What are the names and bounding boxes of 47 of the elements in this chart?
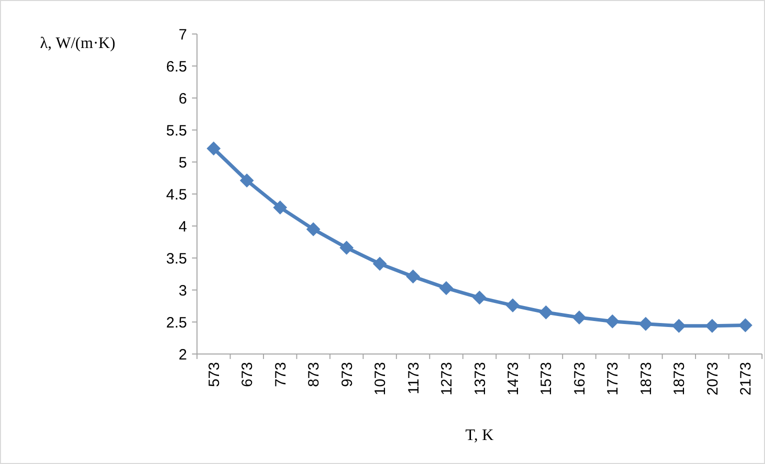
- point: [439, 281, 454, 296]
- point: [738, 318, 752, 332]
- point: [406, 270, 420, 284]
- x-tick-label: 873: [306, 362, 323, 388]
- y-tick-label: 7: [178, 26, 187, 44]
- x-tick-label: 1873: [671, 362, 688, 396]
- y-tick-label: 6.5: [166, 58, 187, 76]
- point: [273, 200, 288, 214]
- y-tick-label: 4: [178, 218, 187, 236]
- y-tick-label: 3: [178, 282, 187, 300]
- point: [638, 316, 653, 331]
- x-tick-label: 1873: [638, 362, 655, 396]
- x-tick-label: 1473: [504, 362, 522, 396]
- y-tick-label: 2: [178, 346, 187, 364]
- x-tick-label: 1673: [571, 362, 588, 396]
- point: [506, 298, 520, 312]
- point: [372, 256, 387, 271]
- y-tick-label: 5.5: [166, 122, 187, 140]
- x-axis-title: T, K: [465, 427, 494, 444]
- y-axis-title: λ, W/(m·K): [40, 35, 116, 52]
- x-tick-label: 573: [206, 362, 223, 388]
- x-tick-label: 773: [272, 362, 290, 388]
- x-tick-label: 1173: [405, 362, 422, 394]
- point: [340, 240, 354, 255]
- y-tick-label: 5: [178, 154, 187, 172]
- x-tick-label: 2173: [738, 362, 755, 396]
- x-tick-label: 1373: [472, 362, 489, 396]
- point: [572, 310, 586, 325]
- point: [605, 314, 620, 328]
- y-tick-label: 3.5: [166, 250, 187, 268]
- x-tick-label: 1273: [438, 362, 456, 396]
- x-tick-label: 973: [338, 362, 356, 388]
- point: [306, 222, 320, 236]
- x-tick-label: 2073: [704, 362, 722, 396]
- y-tick-label: 6: [178, 90, 187, 108]
- point: [206, 142, 221, 156]
- point: [705, 318, 720, 333]
- point: [538, 305, 553, 320]
- y-tick-label: 2.5: [166, 314, 187, 332]
- point: [240, 174, 254, 188]
- x-tick-label: 673: [239, 362, 256, 388]
- x-tick-label: 1073: [372, 362, 390, 396]
- x-tick-label: 1573: [538, 362, 556, 396]
- point: [672, 318, 686, 333]
- y-tick-label: 4.5: [166, 186, 187, 204]
- x-tick-label: 1773: [604, 362, 622, 396]
- point: [472, 290, 486, 305]
